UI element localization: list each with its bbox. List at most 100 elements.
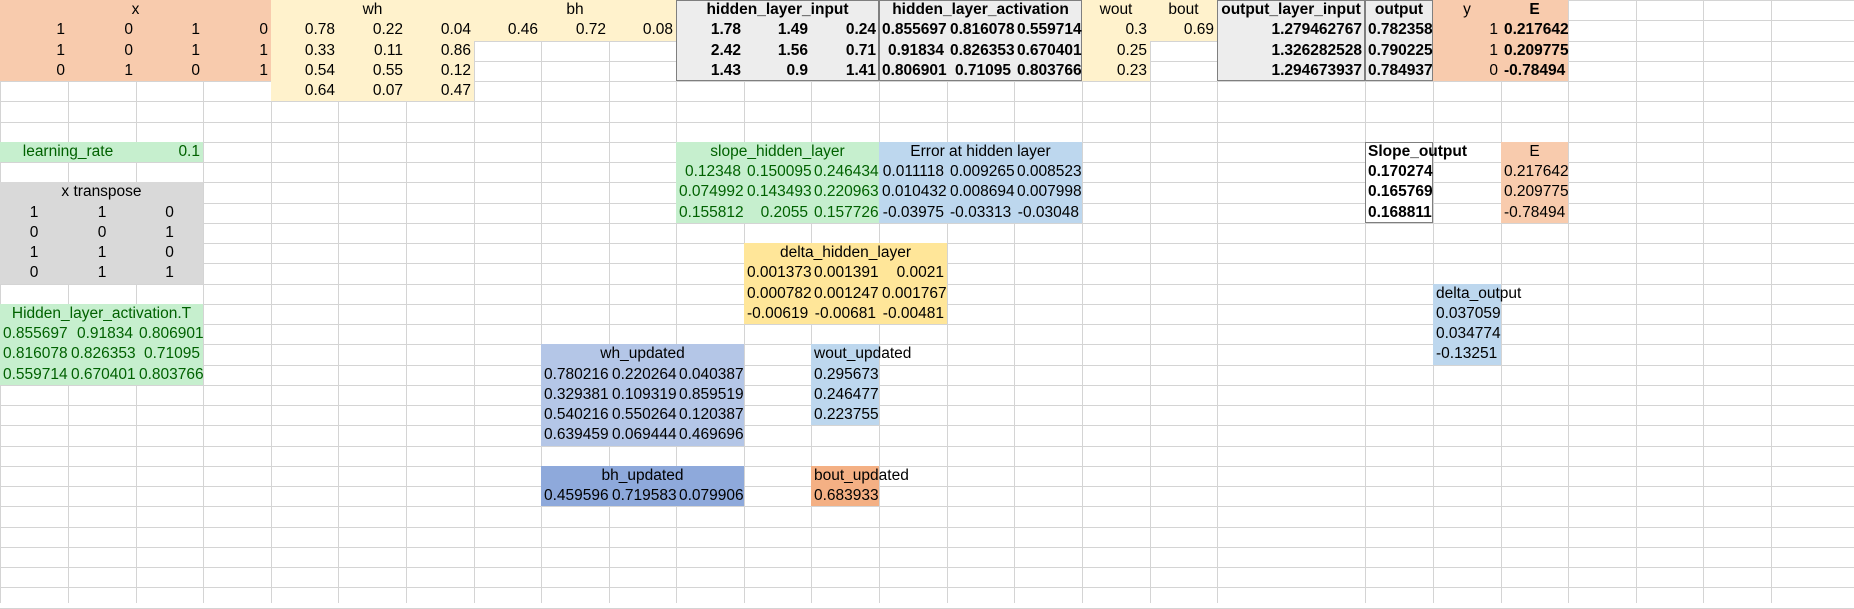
delta-hidden-cell[interactable]: -0.00619 — [747, 305, 809, 322]
x-cell[interactable]: 1 — [259, 62, 268, 79]
delta-output-cell[interactable]: 0.034774 — [1436, 325, 1501, 342]
wout-cell[interactable]: 0.23 — [1116, 62, 1147, 79]
bh-updated-cell[interactable]: 0.459596 — [544, 487, 609, 504]
activation-t-label[interactable]: Hidden_layer_activation.T — [11, 305, 192, 322]
e2-label[interactable]: E — [1529, 143, 1540, 160]
delta-hidden-label[interactable]: delta_hidden_layer — [780, 244, 911, 261]
hidden-activation-cell[interactable]: 0.816078 — [950, 21, 1015, 38]
wh-updated-cell[interactable]: 0.859519 — [679, 386, 744, 403]
x-cell[interactable]: 0 — [259, 21, 268, 38]
bout-updated-label[interactable]: bout_updated — [814, 467, 909, 484]
slope-hidden-cell[interactable]: 0.157726 — [814, 204, 879, 221]
output-cell[interactable]: 0.782358 — [1368, 21, 1433, 38]
y-cell[interactable]: 0 — [1489, 62, 1498, 79]
error-hidden-label[interactable]: Error at hidden layer — [910, 143, 1051, 160]
wout-updated-cell[interactable]: 0.246477 — [814, 386, 879, 403]
wh-updated-cell[interactable]: 0.220264 — [612, 366, 677, 383]
wh-updated-cell[interactable]: 0.109319 — [612, 386, 677, 403]
wh-cell[interactable]: 0.86 — [440, 42, 471, 59]
output-cell[interactable]: 0.784937 — [1368, 62, 1433, 79]
x-transpose-cell[interactable]: 0 — [29, 224, 39, 241]
x-cell[interactable]: 0 — [124, 21, 133, 38]
wh-cell[interactable]: 0.12 — [440, 62, 471, 79]
wh-updated-cell[interactable]: 0.040387 — [679, 366, 744, 383]
hidden-activation-cell[interactable]: 0.559714 — [1017, 21, 1082, 38]
hidden-activation-cell[interactable]: 0.855697 — [882, 21, 947, 38]
delta-hidden-cell[interactable]: 0.0021 — [896, 264, 944, 281]
x-transpose-cell[interactable]: 1 — [165, 224, 174, 241]
x-transpose-cell[interactable]: 1 — [29, 244, 39, 261]
delta-output-cell[interactable]: -0.13251 — [1436, 345, 1498, 362]
wout-updated-label[interactable]: wout_updated — [814, 345, 912, 362]
wout-updated-cell[interactable]: 0.295673 — [814, 366, 879, 383]
wh-updated-cell[interactable]: 0.780216 — [544, 366, 609, 383]
activation-t-cell[interactable]: 0.806901 — [139, 325, 204, 342]
activation-t-cell[interactable]: 0.670401 — [71, 366, 136, 383]
output-input-cell[interactable]: 1.279462767 — [1271, 21, 1362, 38]
hidden-activation-cell[interactable]: 0.670401 — [1017, 42, 1082, 59]
activation-t-cell[interactable]: 0.91834 — [76, 325, 133, 342]
y-cell[interactable]: 1 — [1489, 21, 1498, 38]
error-hidden-cell[interactable]: 0.007998 — [1017, 183, 1082, 200]
bout-cell[interactable]: 0.69 — [1183, 21, 1214, 38]
header-wh[interactable]: wh — [362, 1, 383, 18]
wout-cell[interactable]: 0.3 — [1125, 21, 1147, 38]
slope-output-label[interactable]: Slope_output — [1368, 143, 1468, 160]
delta-output-cell[interactable]: 0.037059 — [1436, 305, 1501, 322]
slope-output-cell[interactable]: 0.165769 — [1368, 183, 1433, 200]
e2-cell[interactable]: -0.78494 — [1504, 204, 1566, 221]
hidden-input-cell[interactable]: 0.9 — [786, 62, 808, 79]
delta-hidden-cell[interactable]: -0.00681 — [814, 305, 876, 322]
delta-hidden-cell[interactable]: 0.001391 — [814, 264, 879, 281]
wh-cell[interactable]: 0.04 — [440, 21, 471, 38]
x-transpose-cell[interactable]: 0 — [165, 204, 174, 221]
wh-cell[interactable]: 0.54 — [304, 62, 335, 79]
x-cell[interactable]: 1 — [56, 42, 65, 59]
x-transpose-cell[interactable]: 0 — [165, 244, 174, 261]
slope-hidden-cell[interactable]: 0.074992 — [679, 183, 744, 200]
header-y[interactable]: y — [1463, 1, 1471, 18]
header-e[interactable]: E — [1529, 1, 1540, 18]
header-x[interactable]: x — [131, 1, 140, 18]
header-wout[interactable]: wout — [1099, 1, 1133, 18]
y-cell[interactable]: 1 — [1489, 42, 1498, 59]
header-hidden-activation[interactable]: hidden_layer_activation — [892, 1, 1069, 18]
hidden-activation-cell[interactable]: 0.826353 — [950, 42, 1015, 59]
x-transpose-cell[interactable]: 1 — [97, 244, 107, 261]
slope-hidden-cell[interactable]: 0.150095 — [747, 163, 812, 180]
hidden-input-cell[interactable]: 1.41 — [845, 62, 876, 79]
e2-cell[interactable]: 0.209775 — [1504, 183, 1569, 200]
delta-hidden-cell[interactable]: 0.001247 — [814, 285, 879, 302]
x-transpose-cell[interactable]: 0 — [97, 224, 107, 241]
hidden-input-cell[interactable]: 2.42 — [710, 42, 741, 59]
x-transpose-cell[interactable]: 1 — [29, 204, 39, 221]
activation-t-cell[interactable]: 0.816078 — [3, 345, 68, 362]
e2-cell[interactable]: 0.217642 — [1504, 163, 1569, 180]
slope-hidden-cell[interactable]: 0.12348 — [684, 163, 741, 180]
slope-output-cell[interactable]: 0.168811 — [1368, 204, 1432, 221]
error-hidden-cell[interactable]: 0.009265 — [950, 163, 1015, 180]
hidden-input-cell[interactable]: 1.56 — [777, 42, 808, 59]
delta-hidden-cell[interactable]: -0.00481 — [882, 305, 944, 322]
x-cell[interactable]: 1 — [56, 21, 65, 38]
wout-updated-cell[interactable]: 0.223755 — [814, 406, 879, 423]
activation-t-cell[interactable]: 0.826353 — [71, 345, 136, 362]
e-cell[interactable]: 0.217642 — [1504, 21, 1569, 38]
hidden-activation-cell[interactable]: 0.91834 — [887, 42, 944, 59]
slope-hidden-cell[interactable]: 0.155812 — [679, 204, 744, 221]
wout-cell[interactable]: 0.25 — [1116, 42, 1147, 59]
x-cell[interactable]: 1 — [124, 62, 133, 79]
x-transpose-label[interactable]: x transpose — [61, 183, 142, 200]
bh-updated-label[interactable]: bh_updated — [601, 467, 684, 484]
bh-updated-cell[interactable]: 0.079906 — [679, 487, 744, 504]
wh-cell[interactable]: 0.33 — [304, 42, 335, 59]
header-hidden-input[interactable]: hidden_layer_input — [706, 1, 849, 18]
error-hidden-cell[interactable]: 0.008523 — [1017, 163, 1082, 180]
x-cell[interactable]: 1 — [259, 42, 268, 59]
wh-updated-cell[interactable]: 0.639459 — [544, 426, 609, 443]
error-hidden-cell[interactable]: -0.03313 — [950, 204, 1012, 221]
wh-updated-cell[interactable]: 0.550264 — [612, 406, 677, 423]
hidden-input-cell[interactable]: 0.71 — [845, 42, 876, 59]
slope-hidden-cell[interactable]: 0.246434 — [814, 163, 879, 180]
wh-updated-cell[interactable]: 0.069444 — [612, 426, 677, 443]
